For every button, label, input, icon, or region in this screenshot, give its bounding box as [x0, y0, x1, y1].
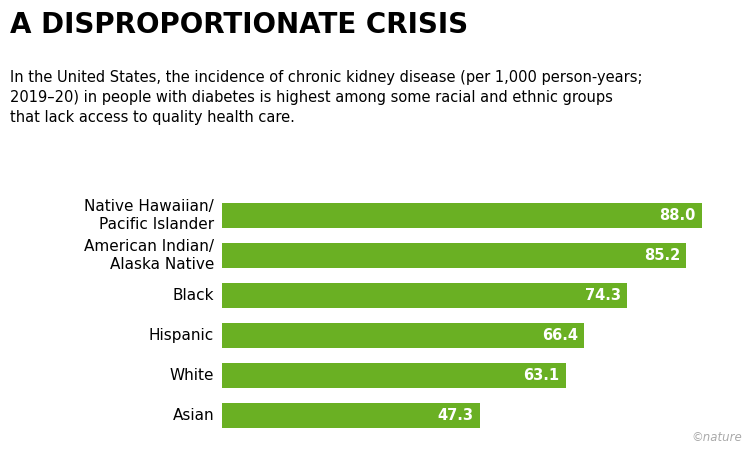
- Text: A DISPROPORTIONATE CRISIS: A DISPROPORTIONATE CRISIS: [10, 11, 468, 39]
- Text: Hispanic: Hispanic: [149, 328, 214, 343]
- Text: In the United States, the incidence of chronic kidney disease (per 1,000 person-: In the United States, the incidence of c…: [10, 70, 642, 125]
- Text: 85.2: 85.2: [644, 248, 680, 263]
- Text: 88.0: 88.0: [659, 208, 695, 223]
- Bar: [222, 243, 686, 268]
- Text: Native Hawaiian/
Pacific Islander: Native Hawaiian/ Pacific Islander: [84, 198, 214, 232]
- Bar: [222, 283, 627, 308]
- Bar: [222, 363, 566, 388]
- Text: 66.4: 66.4: [541, 328, 578, 343]
- Text: American Indian/
Alaska Native: American Indian/ Alaska Native: [84, 238, 214, 272]
- Text: ©nature: ©nature: [691, 431, 742, 444]
- Text: White: White: [170, 368, 214, 383]
- Text: 63.1: 63.1: [523, 368, 559, 383]
- Bar: [222, 203, 701, 228]
- Text: Asian: Asian: [173, 408, 214, 423]
- Text: 74.3: 74.3: [585, 288, 621, 303]
- Bar: [222, 403, 480, 428]
- Text: 47.3: 47.3: [438, 408, 474, 423]
- Text: Black: Black: [173, 288, 214, 303]
- Bar: [222, 323, 584, 348]
